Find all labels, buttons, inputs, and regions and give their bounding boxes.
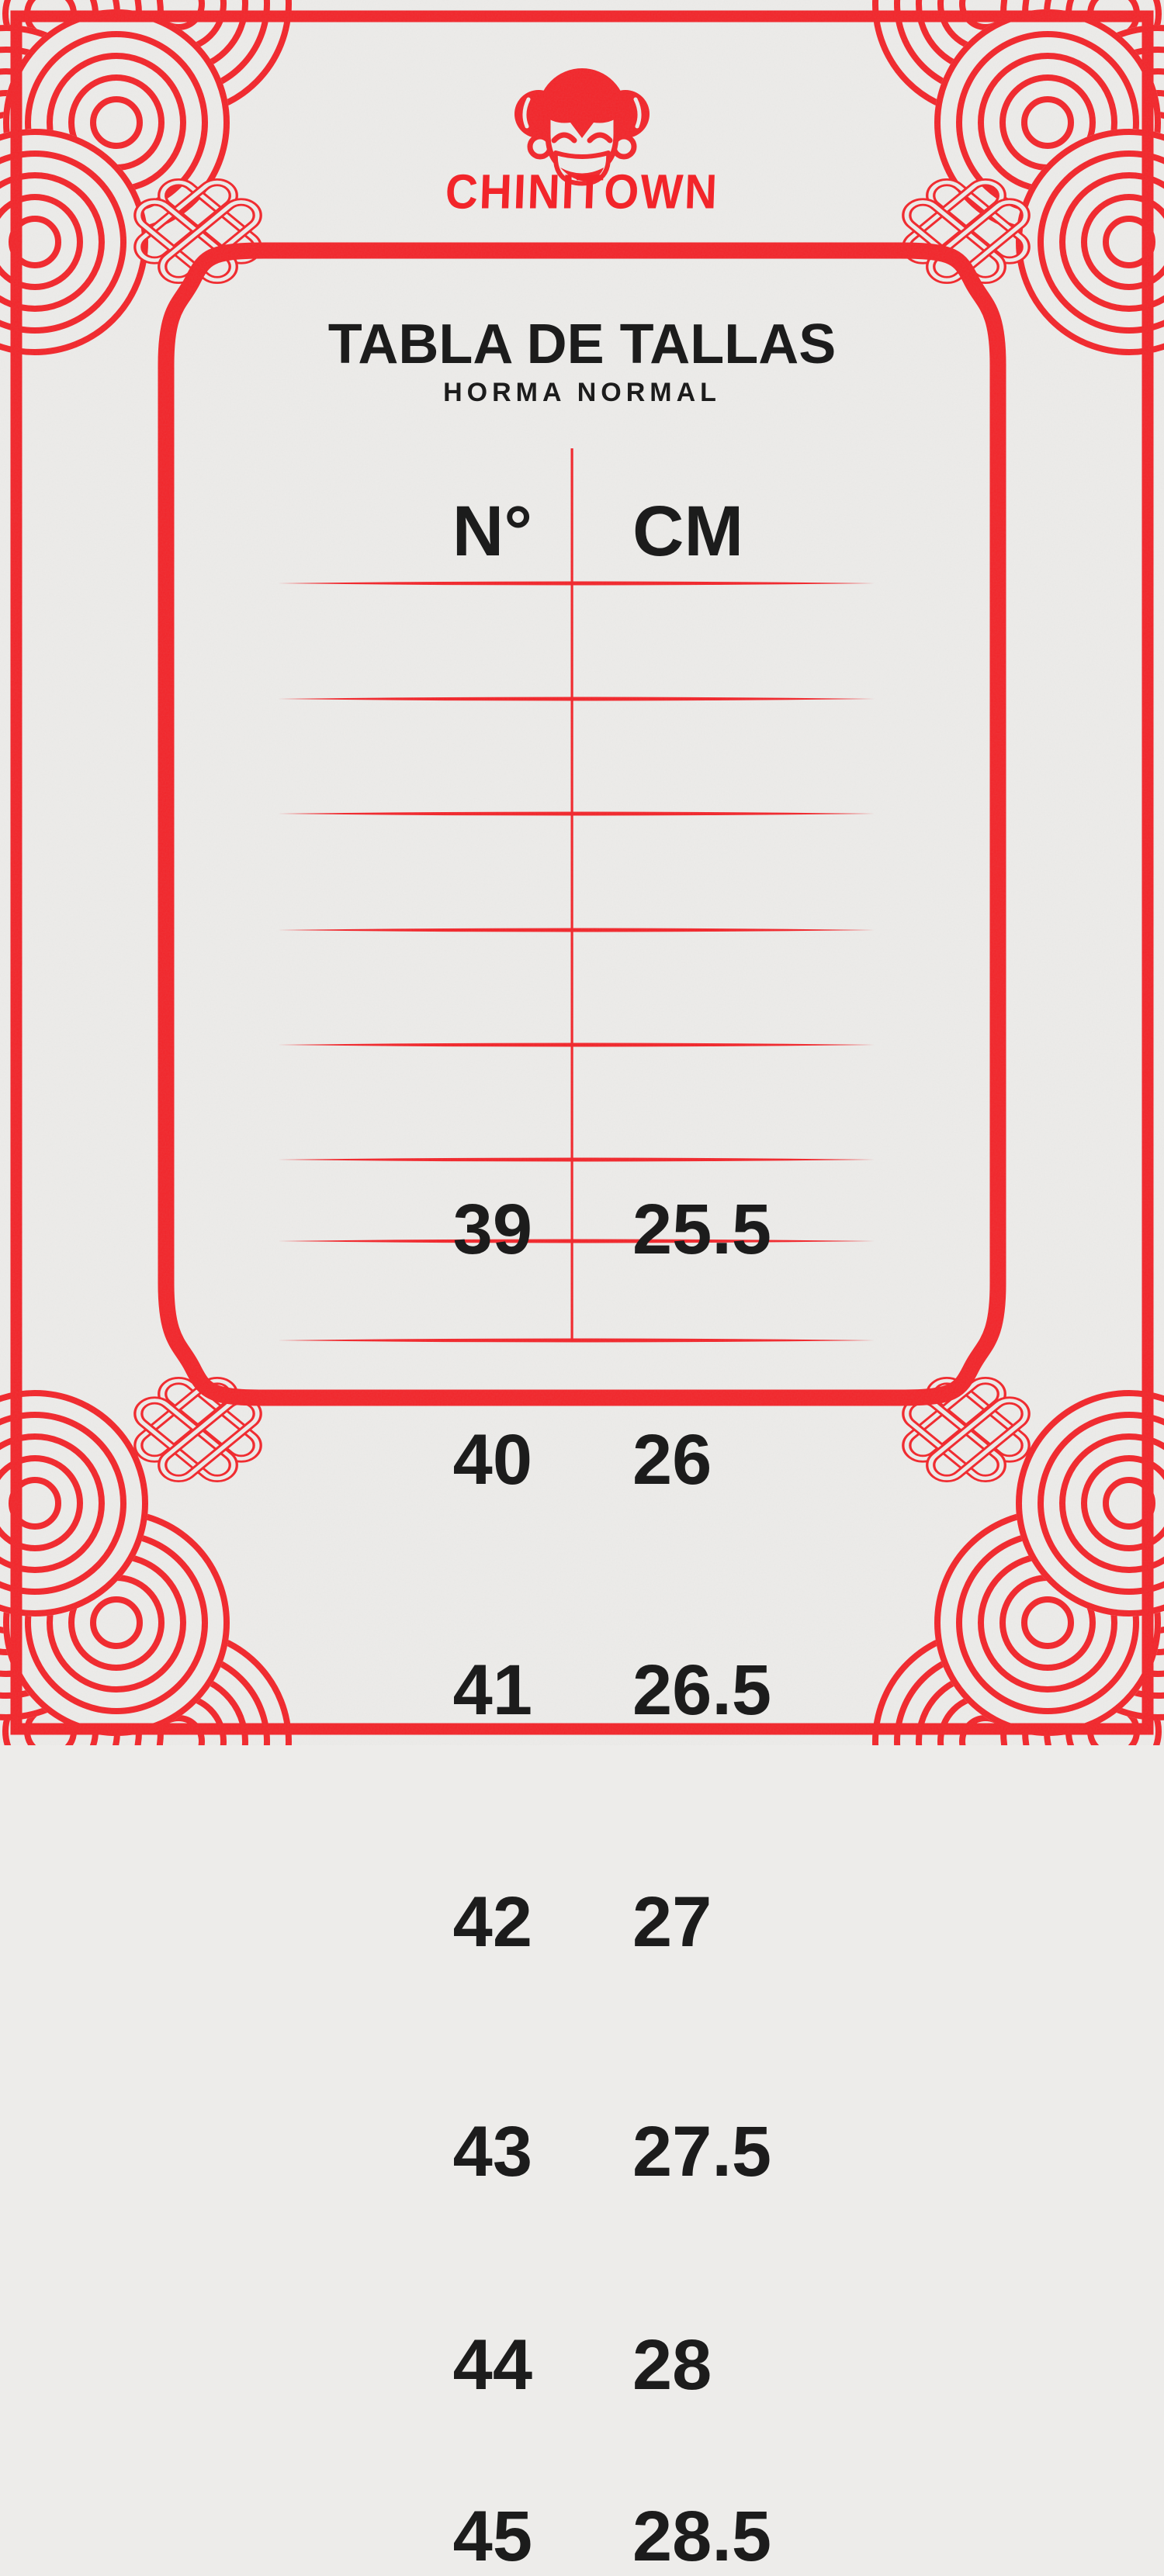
page-subtitle: HORMA NORMAL — [443, 378, 721, 407]
table-row: 43 27.5 — [0, 1045, 1164, 2187]
brand-wordmark: CHINITOWN — [444, 164, 720, 220]
table-header-row: N° CM — [0, 496, 1164, 567]
size-number: 39 — [452, 1189, 532, 1269]
size-cm: 26 — [632, 1420, 712, 1499]
column-header-size: N° — [452, 492, 532, 571]
page-title: TABLA DE TALLAS — [327, 313, 837, 375]
table-row: 42 27 — [0, 930, 1164, 1958]
table-row: 44 28 — [0, 1160, 1164, 2401]
table-row: 40 26 — [0, 699, 1164, 1495]
size-number: 44 — [452, 2325, 532, 2405]
poster-decorations — [0, 0, 1164, 1745]
table-row: 41 26.5 — [0, 814, 1164, 1726]
column-header-cm: CM — [632, 492, 744, 571]
paper-texture — [0, 0, 1164, 1745]
size-cm: 27 — [632, 1883, 712, 1962]
size-cm: 27.5 — [632, 2112, 772, 2191]
size-cm: 28 — [632, 2325, 712, 2405]
size-number: 42 — [452, 1883, 532, 1962]
size-number: 40 — [452, 1420, 532, 1499]
size-number: 41 — [452, 1651, 532, 1730]
size-number: 45 — [452, 2497, 532, 2576]
table-row: 45 28.5 — [0, 1241, 1164, 2572]
size-cm: 28.5 — [632, 2497, 772, 2576]
size-number: 43 — [452, 2112, 532, 2191]
table-row: 39 25.5 — [0, 583, 1164, 1265]
size-cm: 25.5 — [632, 1189, 772, 1269]
size-cm: 26.5 — [632, 1651, 772, 1730]
